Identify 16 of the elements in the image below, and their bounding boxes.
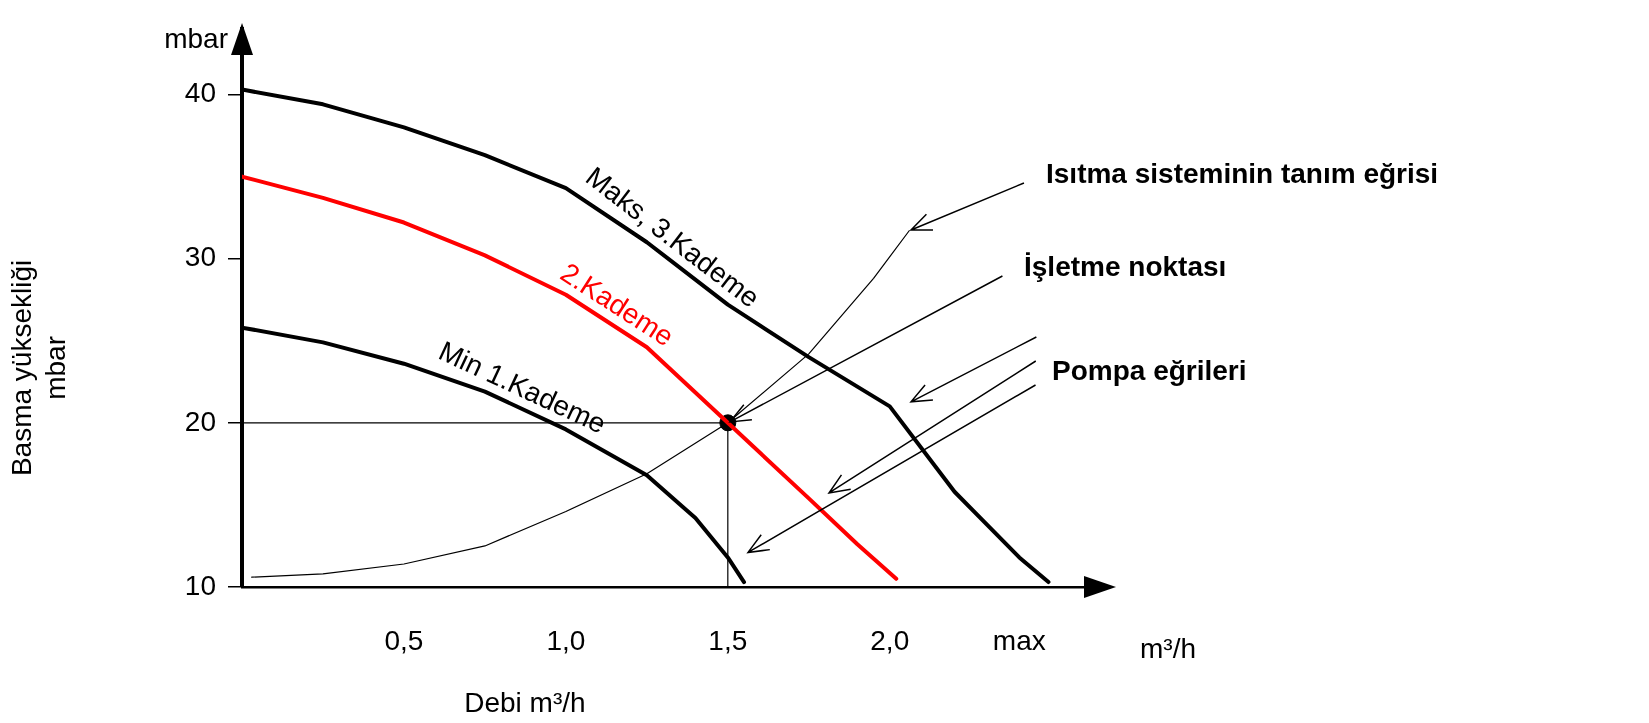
y-axis-title: Basma yüksekliği mbar <box>5 259 71 477</box>
x-tick-label: 1,5 <box>708 624 748 656</box>
y-tick-label: 40 <box>184 77 216 109</box>
annotation: İşletme noktası <box>1024 250 1227 282</box>
y-tick-label: 10 <box>184 569 216 601</box>
x-tick-label: max <box>992 624 1046 656</box>
annotation: Pompa eğrileri <box>1052 354 1247 386</box>
x-axis-title: Debi m³/h <box>464 687 586 718</box>
y-tick-label: 30 <box>184 241 216 273</box>
annotation: Isıtma sisteminin tanım eğrisi <box>1046 157 1439 189</box>
x-tick-label: 1,0 <box>546 624 586 656</box>
y-tick-label: 20 <box>184 405 216 437</box>
x-tick-label: 0,5 <box>384 624 424 656</box>
text: m³/h <box>1140 632 1196 664</box>
text: mbar <box>164 22 228 54</box>
x-tick-label: 2,0 <box>870 624 910 656</box>
